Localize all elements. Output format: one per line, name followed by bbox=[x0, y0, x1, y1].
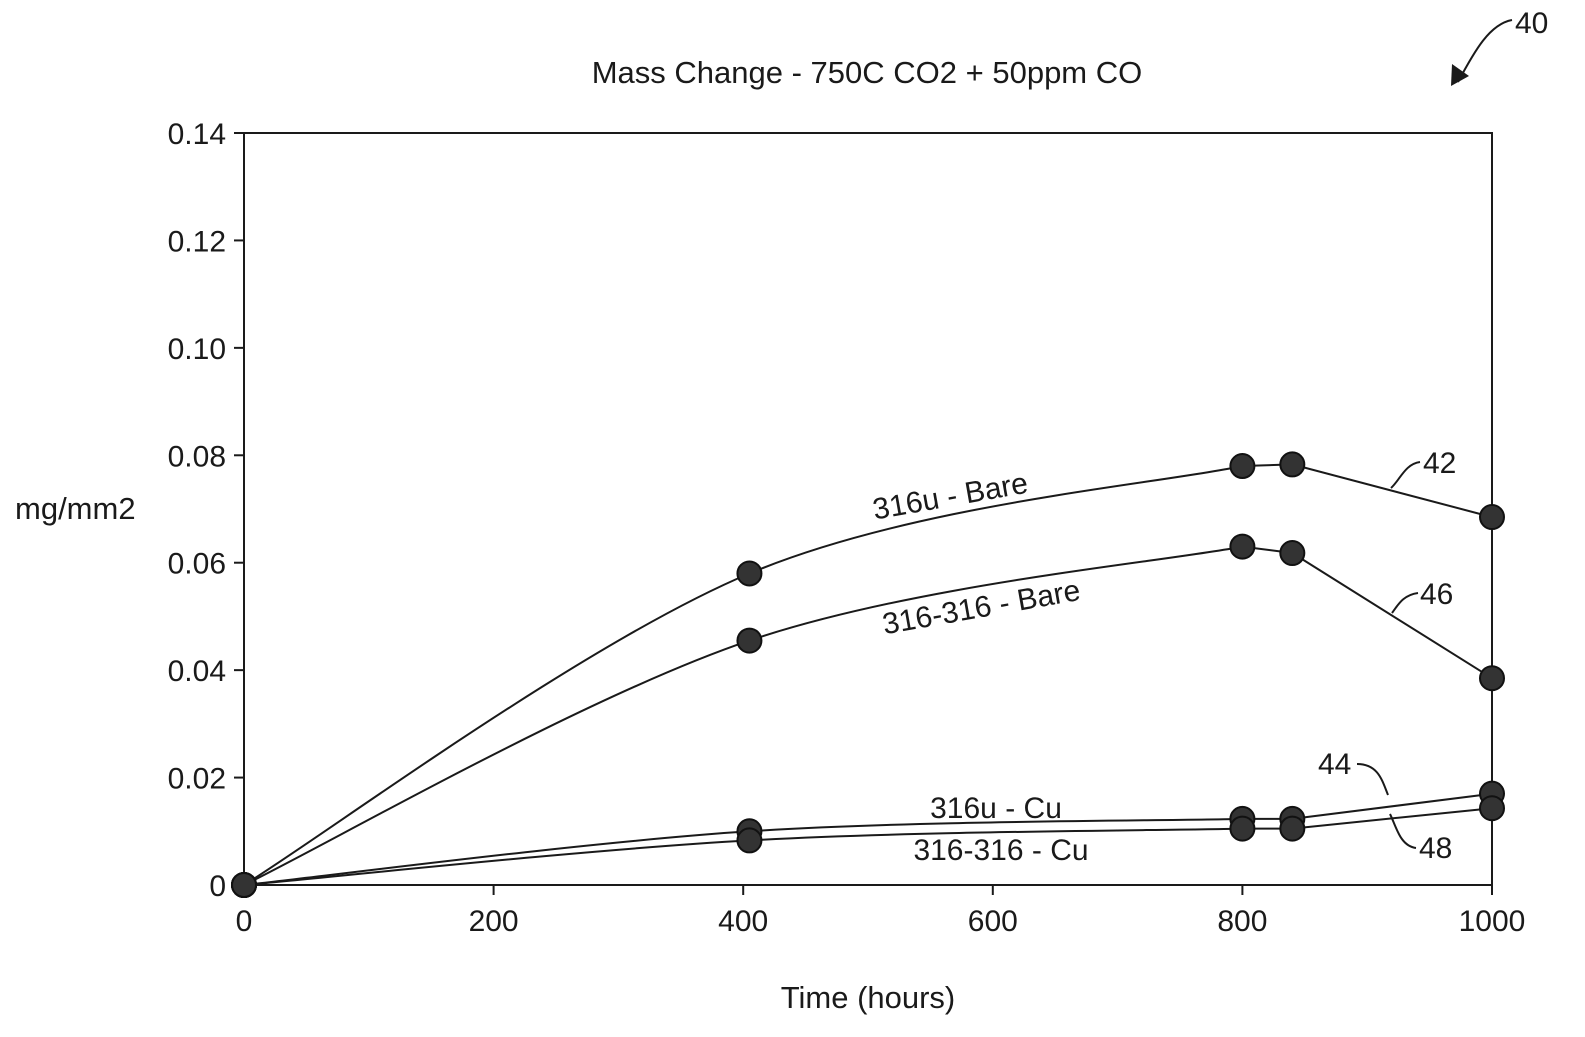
data-point bbox=[1229, 453, 1256, 480]
y-tick-label: 0.14 bbox=[168, 118, 226, 151]
leader-42 bbox=[1390, 461, 1421, 489]
x-tick-label: 400 bbox=[718, 905, 768, 938]
leader-46 bbox=[1391, 592, 1419, 614]
x-tick-label: 1000 bbox=[1459, 905, 1526, 938]
series-ref-46: 46 bbox=[1420, 578, 1453, 611]
y-tick-label: 0.08 bbox=[168, 440, 226, 473]
x-axis-label: Time (hours) bbox=[781, 980, 956, 1015]
chart-title: Mass Change - 750C CO2 + 50ppm CO bbox=[592, 55, 1143, 90]
data-point bbox=[1479, 795, 1505, 822]
plot-frame bbox=[243, 132, 1493, 886]
y-axis: 0 0.02 0.04 0.06 0.08 0.10 0.12 0.14 bbox=[168, 118, 244, 903]
data-point bbox=[736, 627, 763, 654]
x-axis: 0 200 400 600 800 1000 bbox=[236, 885, 1526, 938]
series-markers bbox=[231, 451, 1505, 898]
data-point bbox=[1279, 815, 1306, 842]
data-point bbox=[1229, 815, 1256, 842]
data-point bbox=[736, 827, 763, 854]
y-tick-label: 0.04 bbox=[168, 655, 226, 688]
y-tick-label: 0 bbox=[209, 870, 226, 903]
data-point bbox=[1479, 504, 1505, 531]
data-point bbox=[736, 560, 763, 587]
series-ref-44: 44 bbox=[1318, 748, 1351, 781]
leader-44 bbox=[1356, 763, 1389, 796]
y-tick-label: 0.06 bbox=[168, 548, 226, 581]
series-line-2 bbox=[243, 792, 1493, 886]
series-label-316u-bare: 316u - Bare bbox=[870, 467, 1030, 527]
series-ref-42: 42 bbox=[1423, 447, 1456, 480]
figure-ref-number: 40 bbox=[1515, 7, 1548, 40]
series-label-316-316-bare: 316-316 - Bare bbox=[880, 574, 1083, 641]
x-tick-label: 600 bbox=[968, 905, 1018, 938]
y-tick-label: 0.12 bbox=[168, 225, 226, 258]
data-point bbox=[231, 872, 257, 898]
x-tick-label: 200 bbox=[469, 905, 519, 938]
data-point bbox=[1279, 540, 1306, 567]
series-ref-48: 48 bbox=[1419, 832, 1452, 865]
series-label-316u-cu: 316u - Cu bbox=[930, 792, 1062, 825]
series-label-316-316-cu: 316-316 - Cu bbox=[913, 834, 1088, 867]
data-point bbox=[1279, 451, 1306, 478]
data-point bbox=[1479, 665, 1505, 692]
y-tick-label: 0.02 bbox=[168, 763, 226, 796]
x-tick-label: 0 bbox=[236, 905, 253, 938]
y-axis-label: mg/mm2 bbox=[15, 491, 136, 526]
x-tick-label: 800 bbox=[1217, 905, 1267, 938]
leader-48 bbox=[1389, 813, 1417, 849]
figure-ref-arrow bbox=[1451, 19, 1513, 86]
y-tick-label: 0.10 bbox=[168, 333, 226, 366]
data-point bbox=[1229, 533, 1256, 560]
series-line-1 bbox=[243, 545, 1493, 886]
